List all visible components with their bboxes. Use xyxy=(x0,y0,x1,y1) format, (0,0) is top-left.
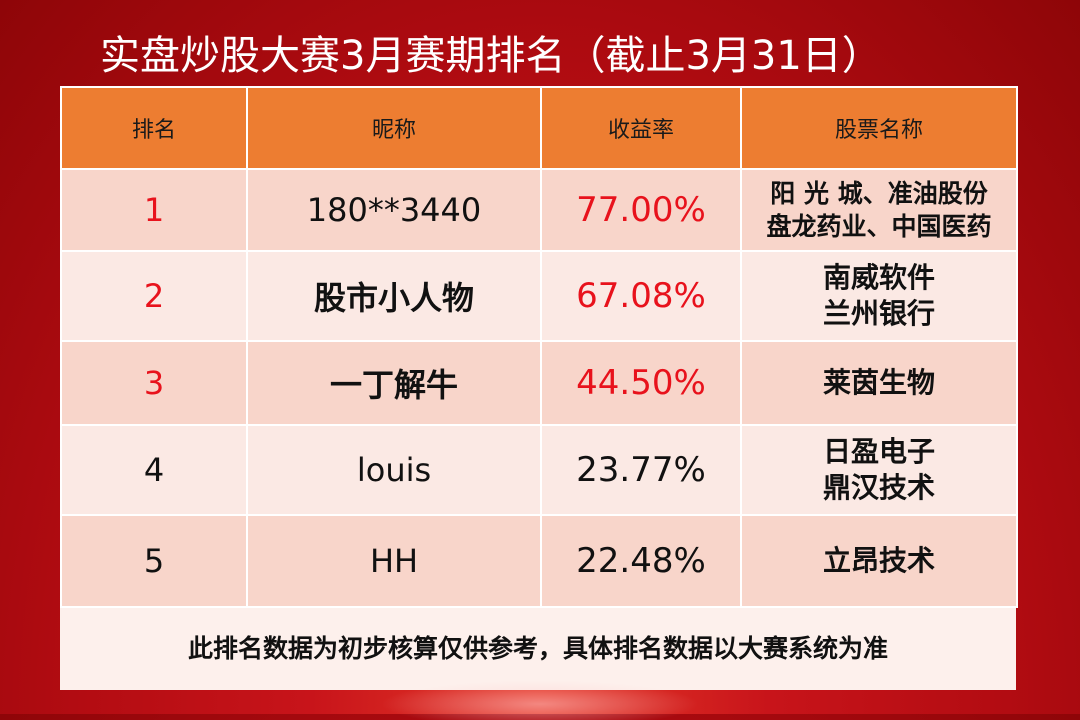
table-row: 3 一丁解牛 44.50% 莱茵生物 xyxy=(60,340,1018,426)
header-rank: 排名 xyxy=(60,86,248,170)
nickname-cell: 一丁解牛 xyxy=(246,340,542,426)
nickname-cell: 180**3440 xyxy=(246,168,542,252)
table-row: 5 HH 22.48% 立昂技术 xyxy=(60,514,1018,608)
header-stocks: 股票名称 xyxy=(740,86,1018,170)
stock-line: 南威软件 xyxy=(822,261,935,294)
return-cell: 77.00% xyxy=(540,168,742,252)
stock-line: 日盈电子 xyxy=(822,435,935,468)
stock-line: 阳 光 城、准油股份 xyxy=(770,179,988,208)
rank-cell: 1 xyxy=(60,168,248,252)
nickname-cell: HH xyxy=(246,514,542,608)
disclaimer-note: 此排名数据为初步核算仅供参考，具体排名数据以大赛系统为准 xyxy=(60,608,1016,690)
return-cell: 22.48% xyxy=(540,514,742,608)
ranking-table: 排名 昵称 收益率 股票名称 1 180**3440 77.00% 阳 光 城、… xyxy=(60,86,1018,608)
stocks-cell: 莱茵生物 xyxy=(740,340,1018,426)
table-header-row: 排名 昵称 收益率 股票名称 xyxy=(60,86,1018,170)
rank-cell: 5 xyxy=(60,514,248,608)
table-row: 4 louis 23.77% 日盈电子 鼎汉技术 xyxy=(60,424,1018,516)
rank-cell: 4 xyxy=(60,424,248,516)
stock-line: 莱茵生物 xyxy=(822,366,935,399)
nickname-cell: louis xyxy=(246,424,542,516)
return-cell: 44.50% xyxy=(540,340,742,426)
page-title: 实盘炒股大赛3月赛期排名（截止3月31日） xyxy=(100,33,882,79)
decorative-glow xyxy=(380,680,700,720)
stock-line: 立昂技术 xyxy=(822,544,935,577)
stock-line: 兰州银行 xyxy=(822,297,935,330)
stock-line: 盘龙药业、中国医药 xyxy=(766,212,992,241)
stocks-cell: 立昂技术 xyxy=(740,514,1018,608)
ranking-board: 排名 昵称 收益率 股票名称 1 180**3440 77.00% 阳 光 城、… xyxy=(60,86,1018,690)
return-cell: 67.08% xyxy=(540,250,742,342)
header-return: 收益率 xyxy=(540,86,742,170)
nickname-cell: 股市小人物 xyxy=(246,250,542,342)
return-cell: 23.77% xyxy=(540,424,742,516)
header-nickname: 昵称 xyxy=(246,86,542,170)
stocks-cell: 日盈电子 鼎汉技术 xyxy=(740,424,1018,516)
rank-cell: 2 xyxy=(60,250,248,342)
table-row: 1 180**3440 77.00% 阳 光 城、准油股份 盘龙药业、中国医药 xyxy=(60,168,1018,252)
stocks-cell: 阳 光 城、准油股份 盘龙药业、中国医药 xyxy=(740,168,1018,252)
stocks-cell: 南威软件 兰州银行 xyxy=(740,250,1018,342)
rank-cell: 3 xyxy=(60,340,248,426)
table-row: 2 股市小人物 67.08% 南威软件 兰州银行 xyxy=(60,250,1018,342)
stock-line: 鼎汉技术 xyxy=(822,471,935,504)
